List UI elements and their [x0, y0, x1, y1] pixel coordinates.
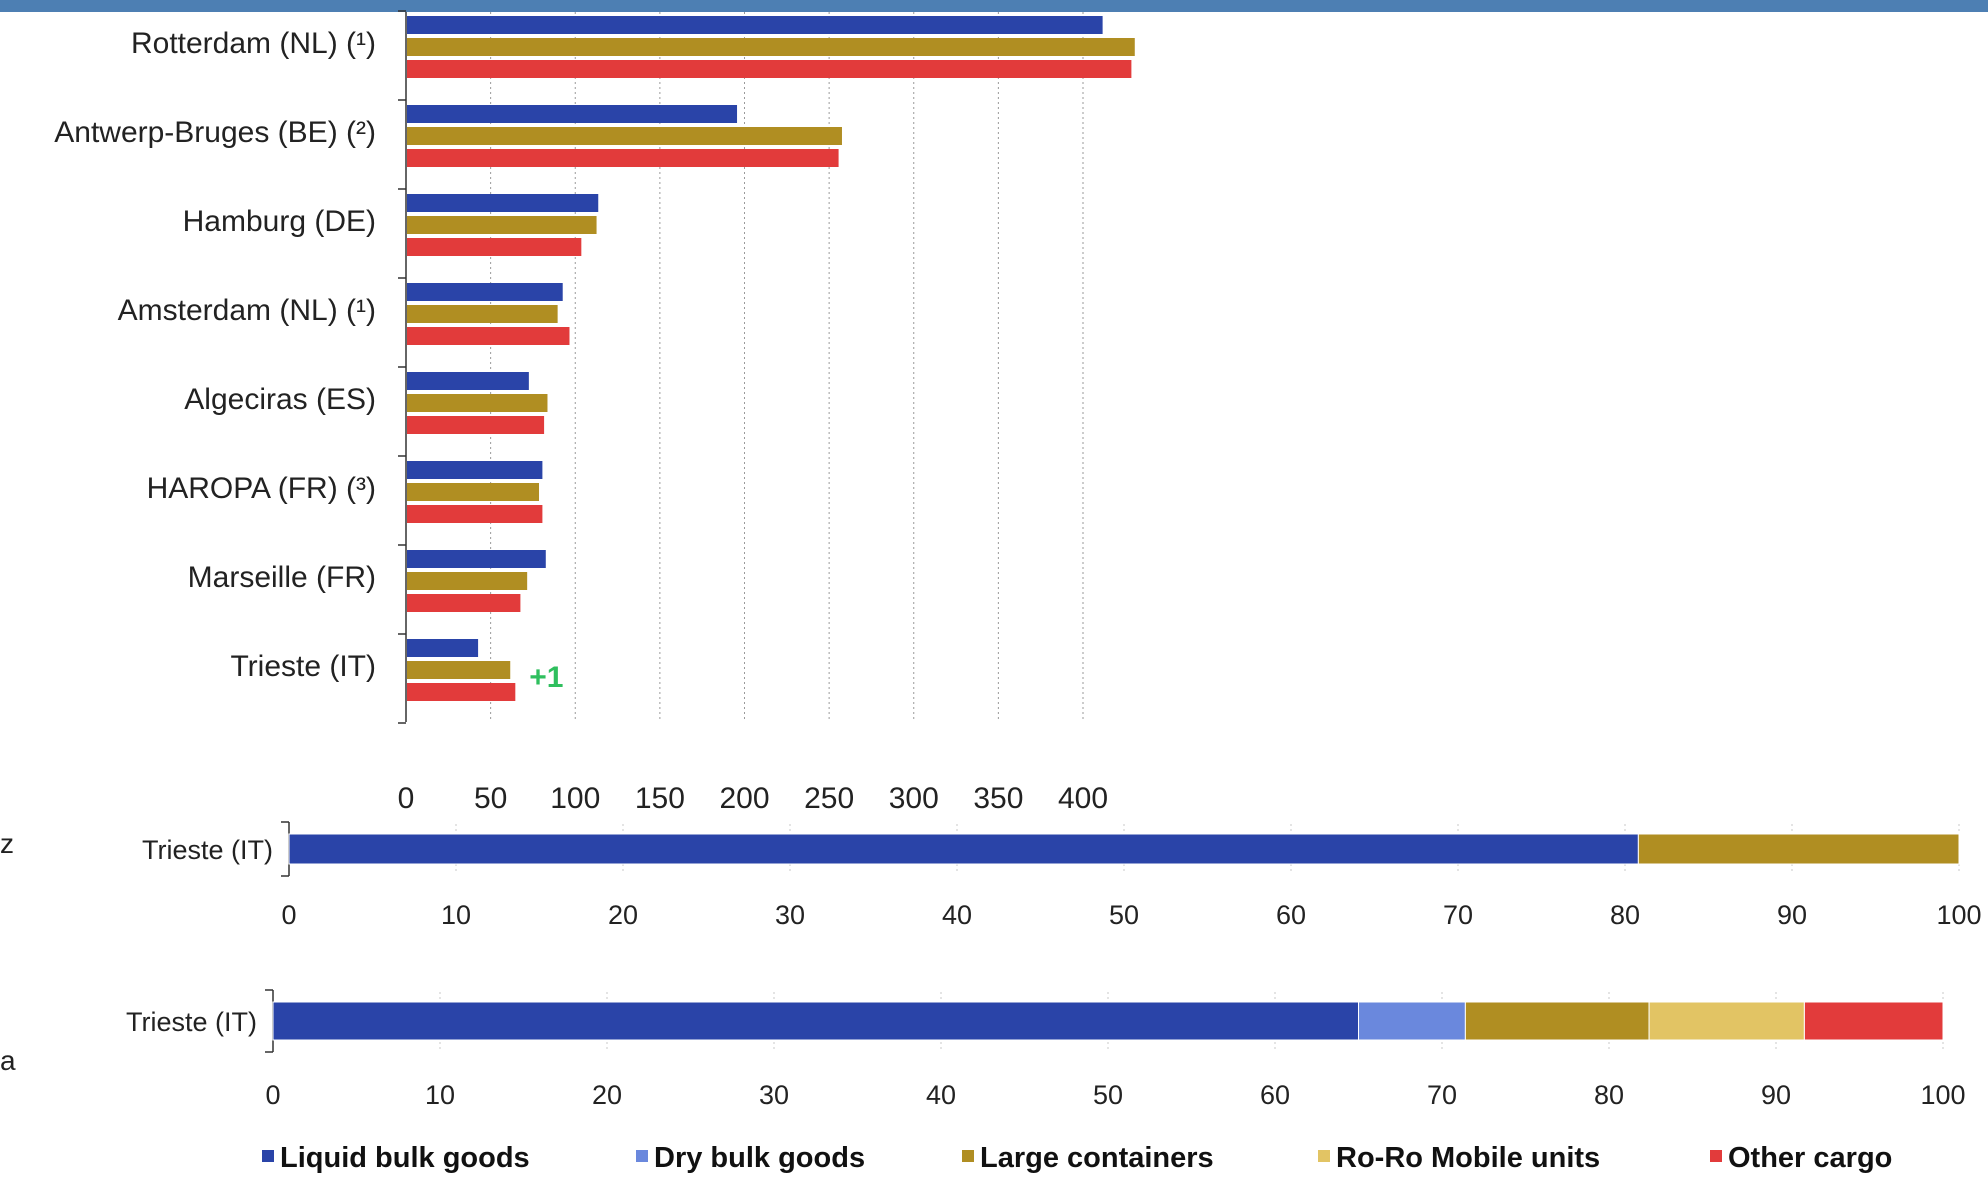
x-tick-label: 400	[1058, 782, 1108, 815]
bar-large_containers	[407, 661, 511, 679]
segment-large_containers	[1637, 833, 1960, 865]
x-tick-label: 90	[1761, 1080, 1791, 1110]
x-tick-label: 50	[1093, 1080, 1123, 1110]
x-tick-label: 60	[1276, 900, 1306, 930]
category-label: Algeciras (ES)	[184, 383, 376, 416]
x-tick-label: 20	[608, 900, 638, 930]
bar-large_containers	[407, 394, 548, 412]
bar-liquid_bulk	[407, 283, 563, 301]
bar-other	[407, 416, 545, 434]
legend-label: Ro-Ro Mobile units	[1336, 1142, 1600, 1174]
category-label: Hamburg (DE)	[183, 205, 376, 238]
side-letter-bottom: a	[0, 1045, 16, 1076]
legend-swatch-large_containers	[962, 1150, 974, 1162]
x-tick-label: 0	[281, 900, 296, 930]
segment-liquid_bulk	[272, 1001, 1359, 1041]
x-tick-label: 40	[942, 900, 972, 930]
x-tick-label: 0	[398, 782, 415, 815]
x-tick-label: 90	[1777, 900, 1807, 930]
bar-other	[407, 505, 543, 523]
x-tick-label: 20	[592, 1080, 622, 1110]
x-tick-label: 300	[889, 782, 939, 815]
side-letter-top: z	[0, 828, 14, 859]
x-tick-label: 60	[1260, 1080, 1290, 1110]
legend-label: Dry bulk goods	[654, 1142, 865, 1174]
bar-liquid_bulk	[407, 16, 1103, 34]
x-tick-label: 50	[474, 782, 507, 815]
category-label: Antwerp-Bruges (BE) (²)	[54, 116, 376, 149]
legend-swatch-liquid_bulk	[262, 1150, 274, 1162]
bar-large_containers	[407, 572, 528, 590]
x-tick-label: 150	[635, 782, 685, 815]
x-tick-label: 10	[441, 900, 471, 930]
bar-liquid_bulk	[407, 550, 546, 568]
bar-other	[407, 594, 521, 612]
x-tick-label: 100	[1936, 900, 1981, 930]
bar-other	[407, 60, 1132, 78]
segment-other	[1803, 1001, 1944, 1041]
bar-liquid_bulk	[407, 105, 738, 123]
x-tick-label: 30	[759, 1080, 789, 1110]
segment-roro	[1648, 1001, 1805, 1041]
trieste-share-chart-1: Trieste (IT) 0 10 20 30 40 50 60 70 80 90 100	[142, 821, 1982, 930]
x-tick-label: 80	[1610, 900, 1640, 930]
bar-large_containers	[407, 216, 597, 234]
bar-other	[407, 327, 570, 345]
bar-large_containers	[407, 483, 540, 501]
bar-large_containers	[407, 127, 842, 145]
bar-other	[407, 683, 516, 701]
header-bar	[0, 0, 1988, 12]
bar-liquid_bulk	[407, 372, 529, 390]
segment-liquid_bulk	[288, 833, 1639, 865]
bar-other	[407, 149, 839, 167]
x-tick-label: 50	[1109, 900, 1139, 930]
category-label: Trieste (IT)	[230, 650, 376, 683]
x-tick-label: 40	[926, 1080, 956, 1110]
category-label: HAROPA (FR) (³)	[147, 472, 376, 505]
bar-liquid_bulk	[407, 461, 543, 479]
legend-label: Liquid bulk goods	[280, 1142, 530, 1174]
bar-liquid_bulk	[407, 639, 479, 657]
bar-liquid_bulk	[407, 194, 599, 212]
legend-swatch-dry_bulk	[636, 1150, 648, 1162]
x-tick-label: 100	[1920, 1080, 1965, 1110]
legend-swatch-other	[1710, 1150, 1722, 1162]
x-tick-label: 250	[804, 782, 854, 815]
category-label: Amsterdam (NL) (¹)	[118, 294, 376, 327]
legend: Liquid bulk goods Dry bulk goods Large con…	[262, 1142, 1892, 1174]
trieste-share-chart-2: Trieste (IT) 0 10 20 30 40 50 60 70 80 90 100	[126, 989, 1966, 1110]
bar-large_containers	[407, 38, 1135, 56]
x-tick-label: 350	[973, 782, 1023, 815]
x-tick-label: 80	[1594, 1080, 1624, 1110]
bar-large_containers	[407, 305, 558, 323]
legend-label: Other cargo	[1728, 1142, 1892, 1174]
category-label: Marseille (FR)	[188, 561, 376, 594]
annotation-plus-one: +1	[529, 661, 563, 694]
category-label: Rotterdam (NL) (¹)	[131, 27, 376, 60]
x-tick-label: 100	[550, 782, 600, 815]
bar-other	[407, 238, 582, 256]
segment-large_containers	[1464, 1001, 1650, 1041]
legend-swatch-roro	[1318, 1150, 1330, 1162]
x-tick-label: 70	[1443, 900, 1473, 930]
legend-label: Large containers	[980, 1142, 1214, 1174]
x-tick-label: 0	[265, 1080, 280, 1110]
category-label: Trieste (IT)	[142, 835, 273, 865]
segment-dry_bulk	[1358, 1001, 1466, 1041]
x-tick-label: 10	[425, 1080, 455, 1110]
main-bar-chart: Rotterdam (NL) (¹) Antwerp-Bruges (BE) (²…	[54, 10, 1135, 815]
x-tick-label: 200	[719, 782, 769, 815]
x-tick-label: 70	[1427, 1080, 1457, 1110]
x-tick-label: 30	[775, 900, 805, 930]
category-label: Trieste (IT)	[126, 1007, 257, 1037]
